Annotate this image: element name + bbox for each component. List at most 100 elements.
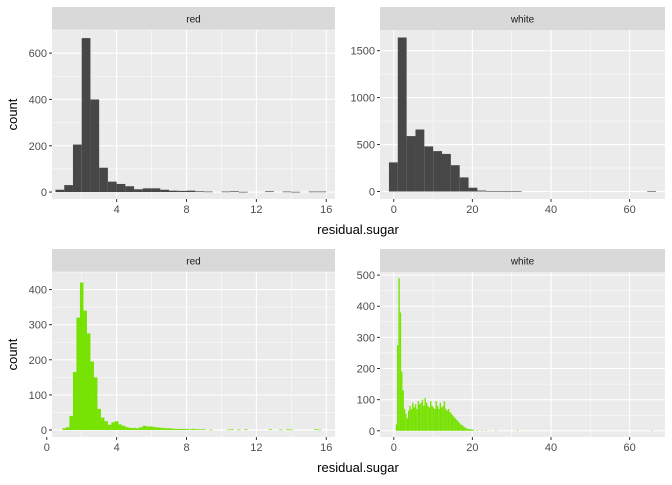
x-tick-label: 12 xyxy=(250,204,262,216)
y-tick-label: 100 xyxy=(357,395,375,407)
histogram-bar xyxy=(184,428,189,430)
histogram-bar xyxy=(202,429,206,430)
histogram-bar xyxy=(282,191,292,193)
histogram-bar xyxy=(485,430,487,431)
histogram-bar xyxy=(188,429,192,430)
histogram-bar xyxy=(90,361,94,430)
facet-strip-white xyxy=(380,7,665,30)
histogram-bar xyxy=(403,408,406,431)
x-tick-label: 4 xyxy=(114,442,120,454)
histogram-bar xyxy=(55,189,65,193)
histogram-bar xyxy=(237,429,241,431)
histogram-bar xyxy=(314,429,318,430)
histogram-bar xyxy=(265,191,274,193)
histogram-bar xyxy=(177,428,182,430)
histogram-bar xyxy=(388,162,398,192)
histogram-bar xyxy=(446,410,448,431)
histogram-bar xyxy=(279,429,283,431)
histogram-bar xyxy=(238,191,248,193)
facet-strip-label-white: white xyxy=(510,257,535,268)
histogram-bar xyxy=(441,407,443,431)
histogram-bar xyxy=(186,190,196,193)
histogram-bar xyxy=(191,428,196,430)
histogram-bar xyxy=(62,428,66,430)
y-tick-label: 300 xyxy=(29,320,47,332)
histogram-bar xyxy=(431,405,433,431)
histogram-bar xyxy=(468,187,478,192)
histogram-bar xyxy=(445,408,447,431)
y-tick-label: 0 xyxy=(41,425,47,437)
histogram-bar xyxy=(97,408,101,430)
histogram-bar xyxy=(69,415,73,430)
histogram-bar xyxy=(423,405,425,431)
histogram-bar xyxy=(132,427,136,430)
x-axis-title-bottom: residual.sugar xyxy=(317,460,399,475)
histogram-bar xyxy=(427,405,429,431)
histogram-bar xyxy=(139,427,143,430)
histogram-bar xyxy=(181,428,185,430)
histogram-bar xyxy=(149,426,154,430)
histogram-bar xyxy=(125,427,129,430)
histogram-bar xyxy=(107,181,117,193)
histogram-bar xyxy=(454,418,457,431)
histogram-bar xyxy=(395,424,398,431)
histogram-bar xyxy=(317,191,327,193)
histogram-bar xyxy=(198,429,203,430)
x-tick-label: 16 xyxy=(320,442,332,454)
histogram-bar xyxy=(167,428,171,430)
histogram-bar xyxy=(226,429,231,431)
histogram-bar xyxy=(169,190,178,193)
histogram-bar xyxy=(286,429,290,430)
histogram-bar xyxy=(399,312,402,431)
histogram-bar xyxy=(503,191,513,192)
histogram-bar xyxy=(401,371,403,431)
y-axis-title-bottom: count xyxy=(5,338,20,370)
histogram-bar xyxy=(244,429,248,430)
histogram-bar xyxy=(442,405,444,431)
histogram-bar xyxy=(495,191,504,192)
histogram-bar xyxy=(430,401,432,431)
histogram-bar xyxy=(99,167,108,193)
histogram-bar xyxy=(100,417,105,430)
histogram-bar xyxy=(203,191,213,193)
histogram-bar xyxy=(121,425,126,430)
histogram-bar xyxy=(447,408,450,431)
histogram-bar xyxy=(86,333,91,430)
histogram-bar xyxy=(495,430,497,432)
histogram-bar xyxy=(64,185,73,193)
histogram-bar xyxy=(397,345,399,431)
histogram-bar xyxy=(477,190,487,192)
histogram-bar xyxy=(308,191,318,193)
histogram-bar xyxy=(146,426,150,430)
histogram-bar xyxy=(442,153,451,192)
histogram-bar xyxy=(195,191,204,193)
histogram-bar xyxy=(118,424,122,430)
histogram-bar xyxy=(114,421,119,430)
x-tick-label: 8 xyxy=(183,204,189,216)
histogram-bar xyxy=(420,402,422,431)
histogram-bar xyxy=(476,430,479,431)
histogram-bar xyxy=(160,427,164,430)
histogram-bar xyxy=(421,399,424,431)
y-axis-title-top: count xyxy=(5,98,20,130)
histogram-bar xyxy=(458,422,461,431)
histogram-bar xyxy=(289,429,294,431)
histogram-bar xyxy=(647,191,657,192)
histogram-bar xyxy=(195,429,199,430)
histogram-bar xyxy=(291,191,301,193)
histogram-bar xyxy=(463,426,465,431)
x-tick-label: 0 xyxy=(391,204,397,216)
histogram-bar xyxy=(467,428,469,431)
histogram-bar xyxy=(128,427,133,430)
histogram-bar xyxy=(116,183,126,193)
y-tick-label: 600 xyxy=(29,48,47,60)
histogram-bar xyxy=(415,129,425,192)
x-tick-label: 4 xyxy=(114,204,120,216)
y-tick-label: 100 xyxy=(29,390,47,402)
histogram-bar xyxy=(465,428,468,431)
histogram-bar xyxy=(436,405,439,431)
y-tick-label: 0 xyxy=(369,426,375,438)
histogram-bar xyxy=(230,429,234,430)
